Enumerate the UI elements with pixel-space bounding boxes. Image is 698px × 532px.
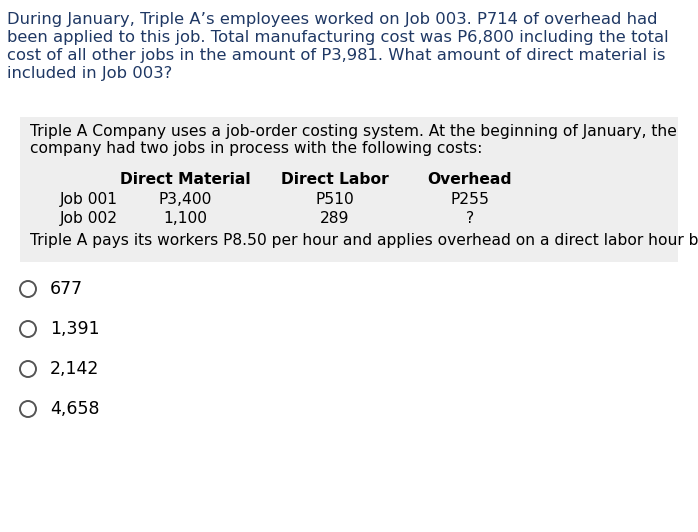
Text: 1,100: 1,100 (163, 211, 207, 226)
Text: Direct Material: Direct Material (119, 172, 251, 187)
Text: Job 002: Job 002 (60, 211, 118, 226)
Text: Direct Labor: Direct Labor (281, 172, 389, 187)
Text: 289: 289 (320, 211, 350, 226)
Text: been applied to this job. Total manufacturing cost was P6,800 including the tota: been applied to this job. Total manufact… (7, 30, 669, 45)
Text: P3,400: P3,400 (158, 192, 211, 207)
Text: Triple A Company uses a job-order costing system. At the beginning of January, t: Triple A Company uses a job-order costin… (30, 124, 677, 139)
Text: company had two jobs in process with the following costs:: company had two jobs in process with the… (30, 141, 482, 156)
Text: cost of all other jobs in the amount of P3,981. What amount of direct material i: cost of all other jobs in the amount of … (7, 48, 665, 63)
Text: ?: ? (466, 211, 474, 226)
Text: P510: P510 (315, 192, 355, 207)
Text: P255: P255 (450, 192, 489, 207)
Bar (20, 117, 678, 262)
Text: Job 001: Job 001 (60, 192, 118, 207)
Text: 4,658: 4,658 (50, 400, 100, 418)
Text: 677: 677 (50, 280, 83, 298)
Text: 2,142: 2,142 (50, 360, 99, 378)
Text: During January, Triple A’s employees worked on Job 003. P714 of overhead had: During January, Triple A’s employees wor… (7, 12, 658, 27)
Text: Triple A pays its workers P8.50 per hour and applies overhead on a direct labor : Triple A pays its workers P8.50 per hour… (30, 233, 698, 248)
Text: included in Job 003?: included in Job 003? (7, 66, 172, 81)
Text: 1,391: 1,391 (50, 320, 100, 338)
Text: Overhead: Overhead (428, 172, 512, 187)
